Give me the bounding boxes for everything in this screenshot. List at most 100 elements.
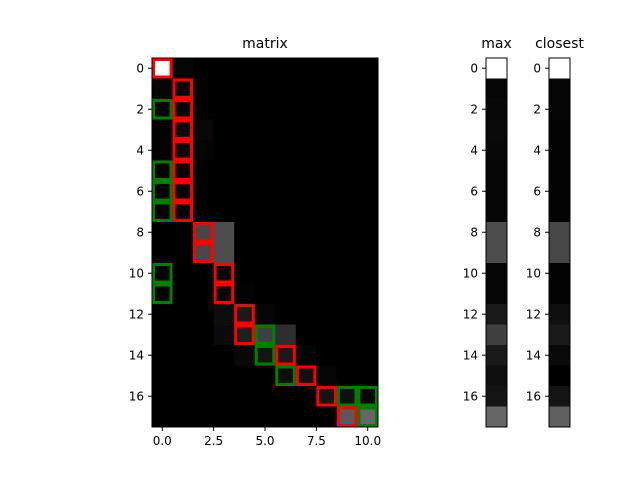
matrix-cell — [357, 99, 379, 120]
matrix-cell — [295, 345, 317, 366]
matrix-cell — [254, 406, 276, 428]
matrix-cell — [254, 181, 276, 202]
matrix-cell — [275, 304, 297, 325]
matrix-cell — [316, 365, 338, 387]
matrix-cell — [213, 345, 235, 366]
matrix-title: matrix — [242, 36, 288, 52]
matrix-cell — [172, 324, 194, 346]
matrix-cell — [172, 181, 194, 202]
max-cell — [486, 386, 507, 407]
matrix-cell — [234, 242, 256, 264]
green-highlight-box — [357, 386, 379, 407]
y-tick-label: 14 — [526, 348, 541, 362]
max-panel: max 0 2 4 6 8 10 12 14 16 — [463, 36, 512, 428]
matrix-cell — [193, 304, 215, 325]
matrix-cell — [152, 324, 173, 346]
y-tick-label: 6 — [533, 184, 541, 198]
y-tick-label: 10 — [526, 266, 541, 280]
matrix-cell — [152, 222, 173, 243]
max-cell — [486, 78, 507, 100]
green-highlight-box — [152, 160, 173, 181]
matrix-cell — [152, 99, 173, 120]
closest-cell — [549, 406, 570, 428]
max-cell — [486, 99, 507, 120]
red-highlight-box — [172, 140, 194, 161]
matrix-cell — [234, 283, 256, 305]
matrix-cell — [295, 324, 317, 346]
y-tick-label: 12 — [129, 307, 144, 321]
matrix-cell — [172, 58, 194, 79]
y-tick-label: 2 — [136, 102, 144, 116]
matrix-cell — [234, 406, 256, 428]
matrix-cell — [193, 263, 215, 284]
matrix-cell — [275, 78, 297, 100]
closest-frame — [548, 57, 571, 428]
green-highlight-box — [336, 386, 358, 407]
matrix-cell — [316, 324, 338, 346]
matrix-cell — [336, 324, 358, 346]
matrix-panel: matrix 0.0 2.5 5.0 7.5 10.0 0 2 4 6 8 10 12 14 16 — [129, 36, 381, 448]
matrix-cell — [213, 222, 235, 243]
matrix-cell — [336, 160, 358, 182]
matrix-cell — [213, 99, 235, 120]
max-cell — [486, 242, 507, 264]
max-cell — [486, 58, 507, 79]
matrix-cell — [336, 119, 358, 141]
matrix-cell — [193, 181, 215, 202]
matrix-cell — [336, 78, 358, 100]
matrix-cell — [193, 345, 215, 366]
matrix-cell — [254, 58, 276, 79]
matrix-cell — [275, 324, 297, 346]
y-tick-label: 8 — [136, 225, 144, 239]
matrix-cell — [336, 58, 358, 79]
green-highlight-box — [357, 406, 379, 427]
matrix-cell — [213, 263, 235, 284]
max-cell — [486, 181, 507, 202]
red-highlight-box — [213, 283, 235, 304]
matrix-cell — [316, 160, 338, 182]
matrix-cell — [152, 58, 173, 79]
red-highlight-box — [152, 58, 173, 79]
matrix-cell — [275, 181, 297, 202]
matrix-cell — [316, 242, 338, 264]
closest-cell — [549, 119, 570, 141]
matrix-cell — [357, 222, 379, 243]
matrix-cell — [254, 78, 276, 100]
y-tick-label: 16 — [526, 389, 541, 403]
matrix-cell — [316, 263, 338, 284]
closest-cell — [549, 181, 570, 202]
matrix-cell — [275, 283, 297, 305]
matrix-cell — [234, 160, 256, 182]
matrix-cell — [152, 365, 173, 387]
max-cell — [486, 222, 507, 243]
matrix-cell — [275, 222, 297, 243]
max-cell — [486, 160, 507, 182]
matrix-cell — [234, 78, 256, 100]
matrix-cell — [193, 58, 215, 79]
matrix-cell — [295, 160, 317, 182]
matrix-x-ticks: 0.0 2.5 5.0 7.5 10.0 — [153, 427, 381, 448]
matrix-cell — [316, 58, 338, 79]
y-tick-label: 14 — [129, 348, 144, 362]
matrix-cell — [357, 78, 379, 100]
red-highlight-box — [172, 181, 194, 202]
max-cell — [486, 201, 507, 223]
red-highlight-box — [193, 242, 214, 263]
matrix-cells — [152, 58, 379, 428]
matrix-cell — [254, 283, 276, 305]
matrix-cell — [254, 304, 276, 325]
matrix-cell — [213, 386, 235, 407]
matrix-cell — [234, 58, 256, 79]
matrix-cell — [316, 119, 338, 141]
max-cell — [486, 283, 507, 305]
matrix-cell — [336, 263, 358, 284]
max-cell — [486, 365, 507, 387]
matrix-cell — [234, 222, 256, 243]
closest-cell — [549, 58, 570, 79]
closest-title: closest — [535, 36, 584, 52]
y-tick-label: 6 — [136, 184, 144, 198]
matrix-cell — [152, 345, 173, 366]
matrix-cell — [275, 58, 297, 79]
red-highlight-box — [316, 386, 337, 407]
y-tick-label: 4 — [533, 143, 541, 157]
